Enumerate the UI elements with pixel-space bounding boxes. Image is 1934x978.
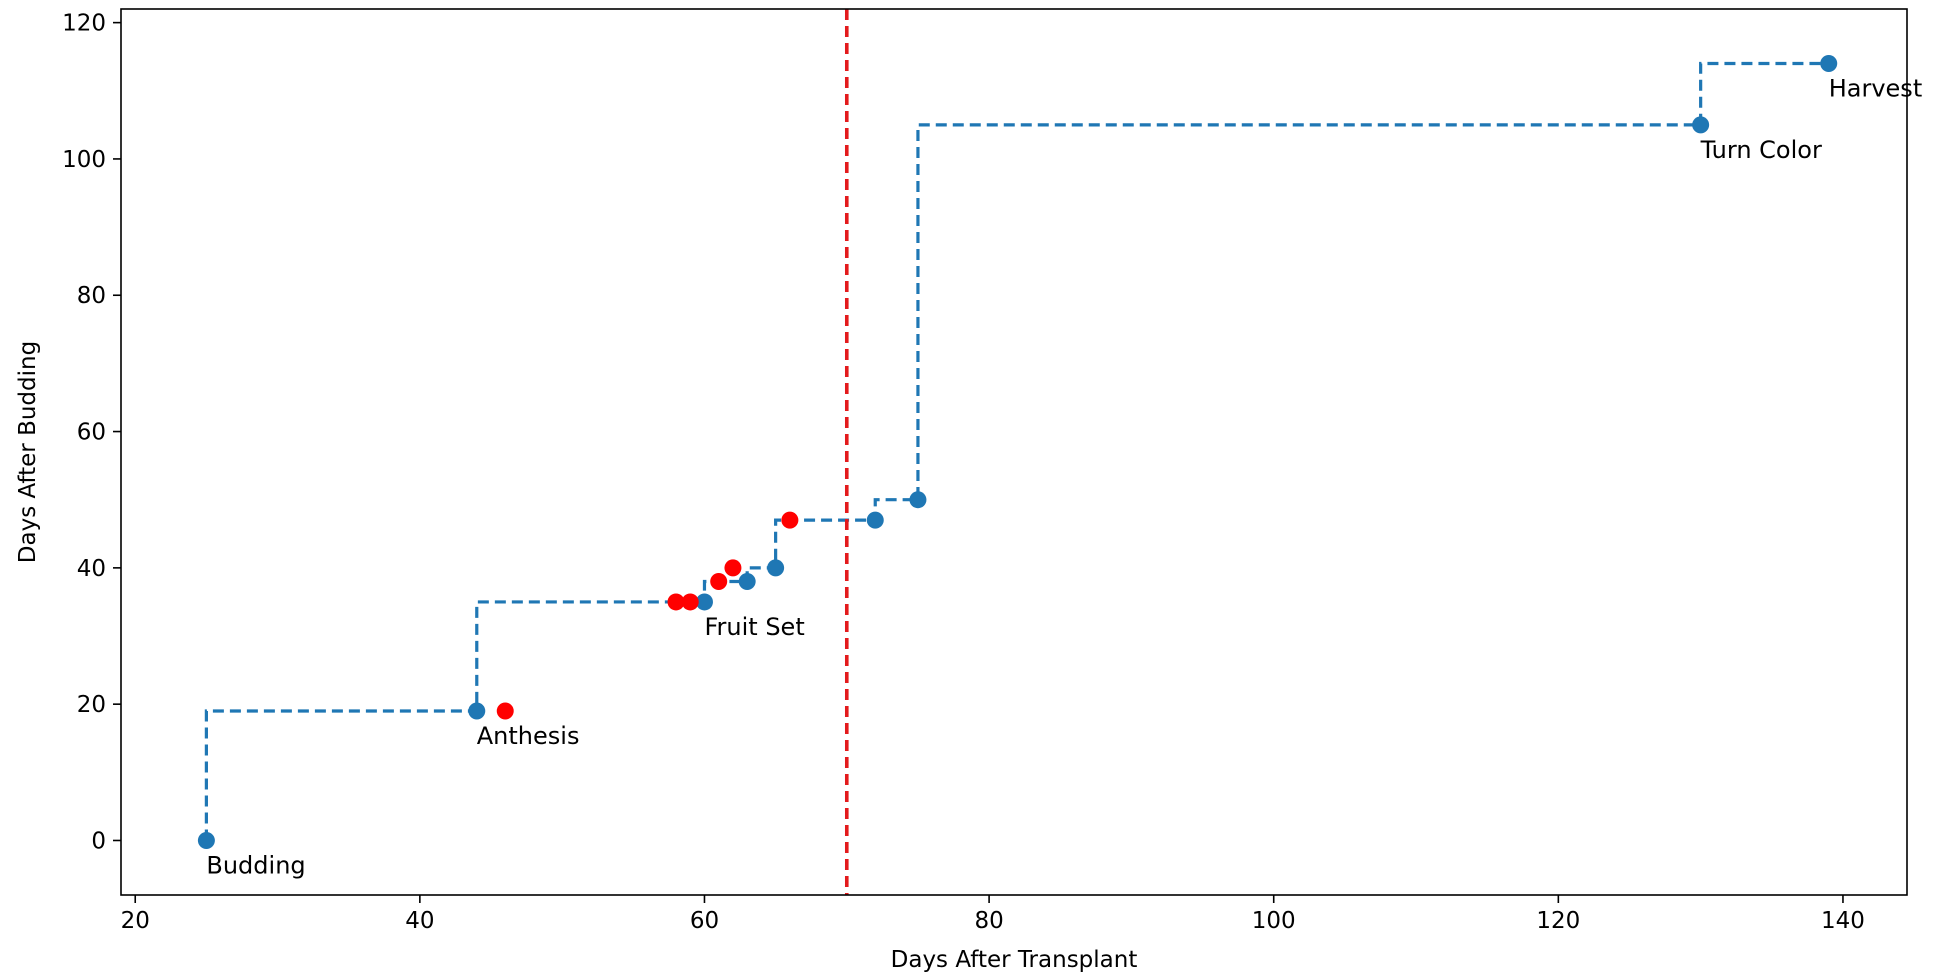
plot-frame bbox=[120, 8, 1908, 896]
x-tick-label: 20 bbox=[121, 908, 150, 934]
annotation-label: Fruit Set bbox=[704, 613, 804, 641]
y-tick-label: 40 bbox=[77, 556, 106, 582]
annotation-label: Anthesis bbox=[477, 722, 580, 750]
red-point bbox=[781, 511, 799, 529]
x-tick-label: 120 bbox=[1536, 908, 1580, 934]
stage-point bbox=[738, 572, 756, 590]
red-point bbox=[496, 702, 514, 720]
stage-point bbox=[909, 491, 927, 509]
stage-point bbox=[767, 559, 785, 577]
y-tick-label: 0 bbox=[91, 828, 106, 854]
annotation-label: Budding bbox=[206, 851, 305, 879]
annotation-label: Harvest bbox=[1829, 75, 1923, 103]
plot-area: Budding Anthesis Fruit Set Turn Color Harves… bbox=[197, 9, 1923, 895]
stage-point bbox=[1692, 116, 1710, 134]
x-tick-label: 80 bbox=[974, 908, 1003, 934]
red-point bbox=[724, 559, 742, 577]
stage-point bbox=[197, 831, 215, 849]
red-point bbox=[681, 593, 699, 611]
x-tick-label: 100 bbox=[1252, 908, 1296, 934]
y-tick-label: 20 bbox=[77, 692, 106, 718]
red-point bbox=[710, 572, 728, 590]
annotation-label: Turn Color bbox=[1700, 136, 1822, 164]
axis-ticks: 20 40 60 80 100 120 140 0 20 40 60 80 100 120 bbox=[62, 8, 1908, 934]
y-tick-label: 60 bbox=[77, 420, 106, 446]
y-axis-label: Days After Budding bbox=[15, 341, 41, 563]
step-line bbox=[204, 61, 1829, 841]
red-point bbox=[667, 593, 685, 611]
x-axis-label: Days After Transplant bbox=[891, 947, 1138, 973]
y-tick-label: 120 bbox=[62, 11, 106, 37]
x-tick-label: 40 bbox=[405, 908, 434, 934]
stage-point bbox=[1820, 55, 1838, 73]
x-tick-label: 140 bbox=[1821, 908, 1865, 934]
stage-point bbox=[866, 511, 884, 529]
y-tick-label: 100 bbox=[62, 147, 106, 173]
x-tick-label: 60 bbox=[690, 908, 719, 934]
y-tick-label: 80 bbox=[77, 283, 106, 309]
stage-point bbox=[695, 593, 713, 611]
stage-point bbox=[468, 702, 486, 720]
